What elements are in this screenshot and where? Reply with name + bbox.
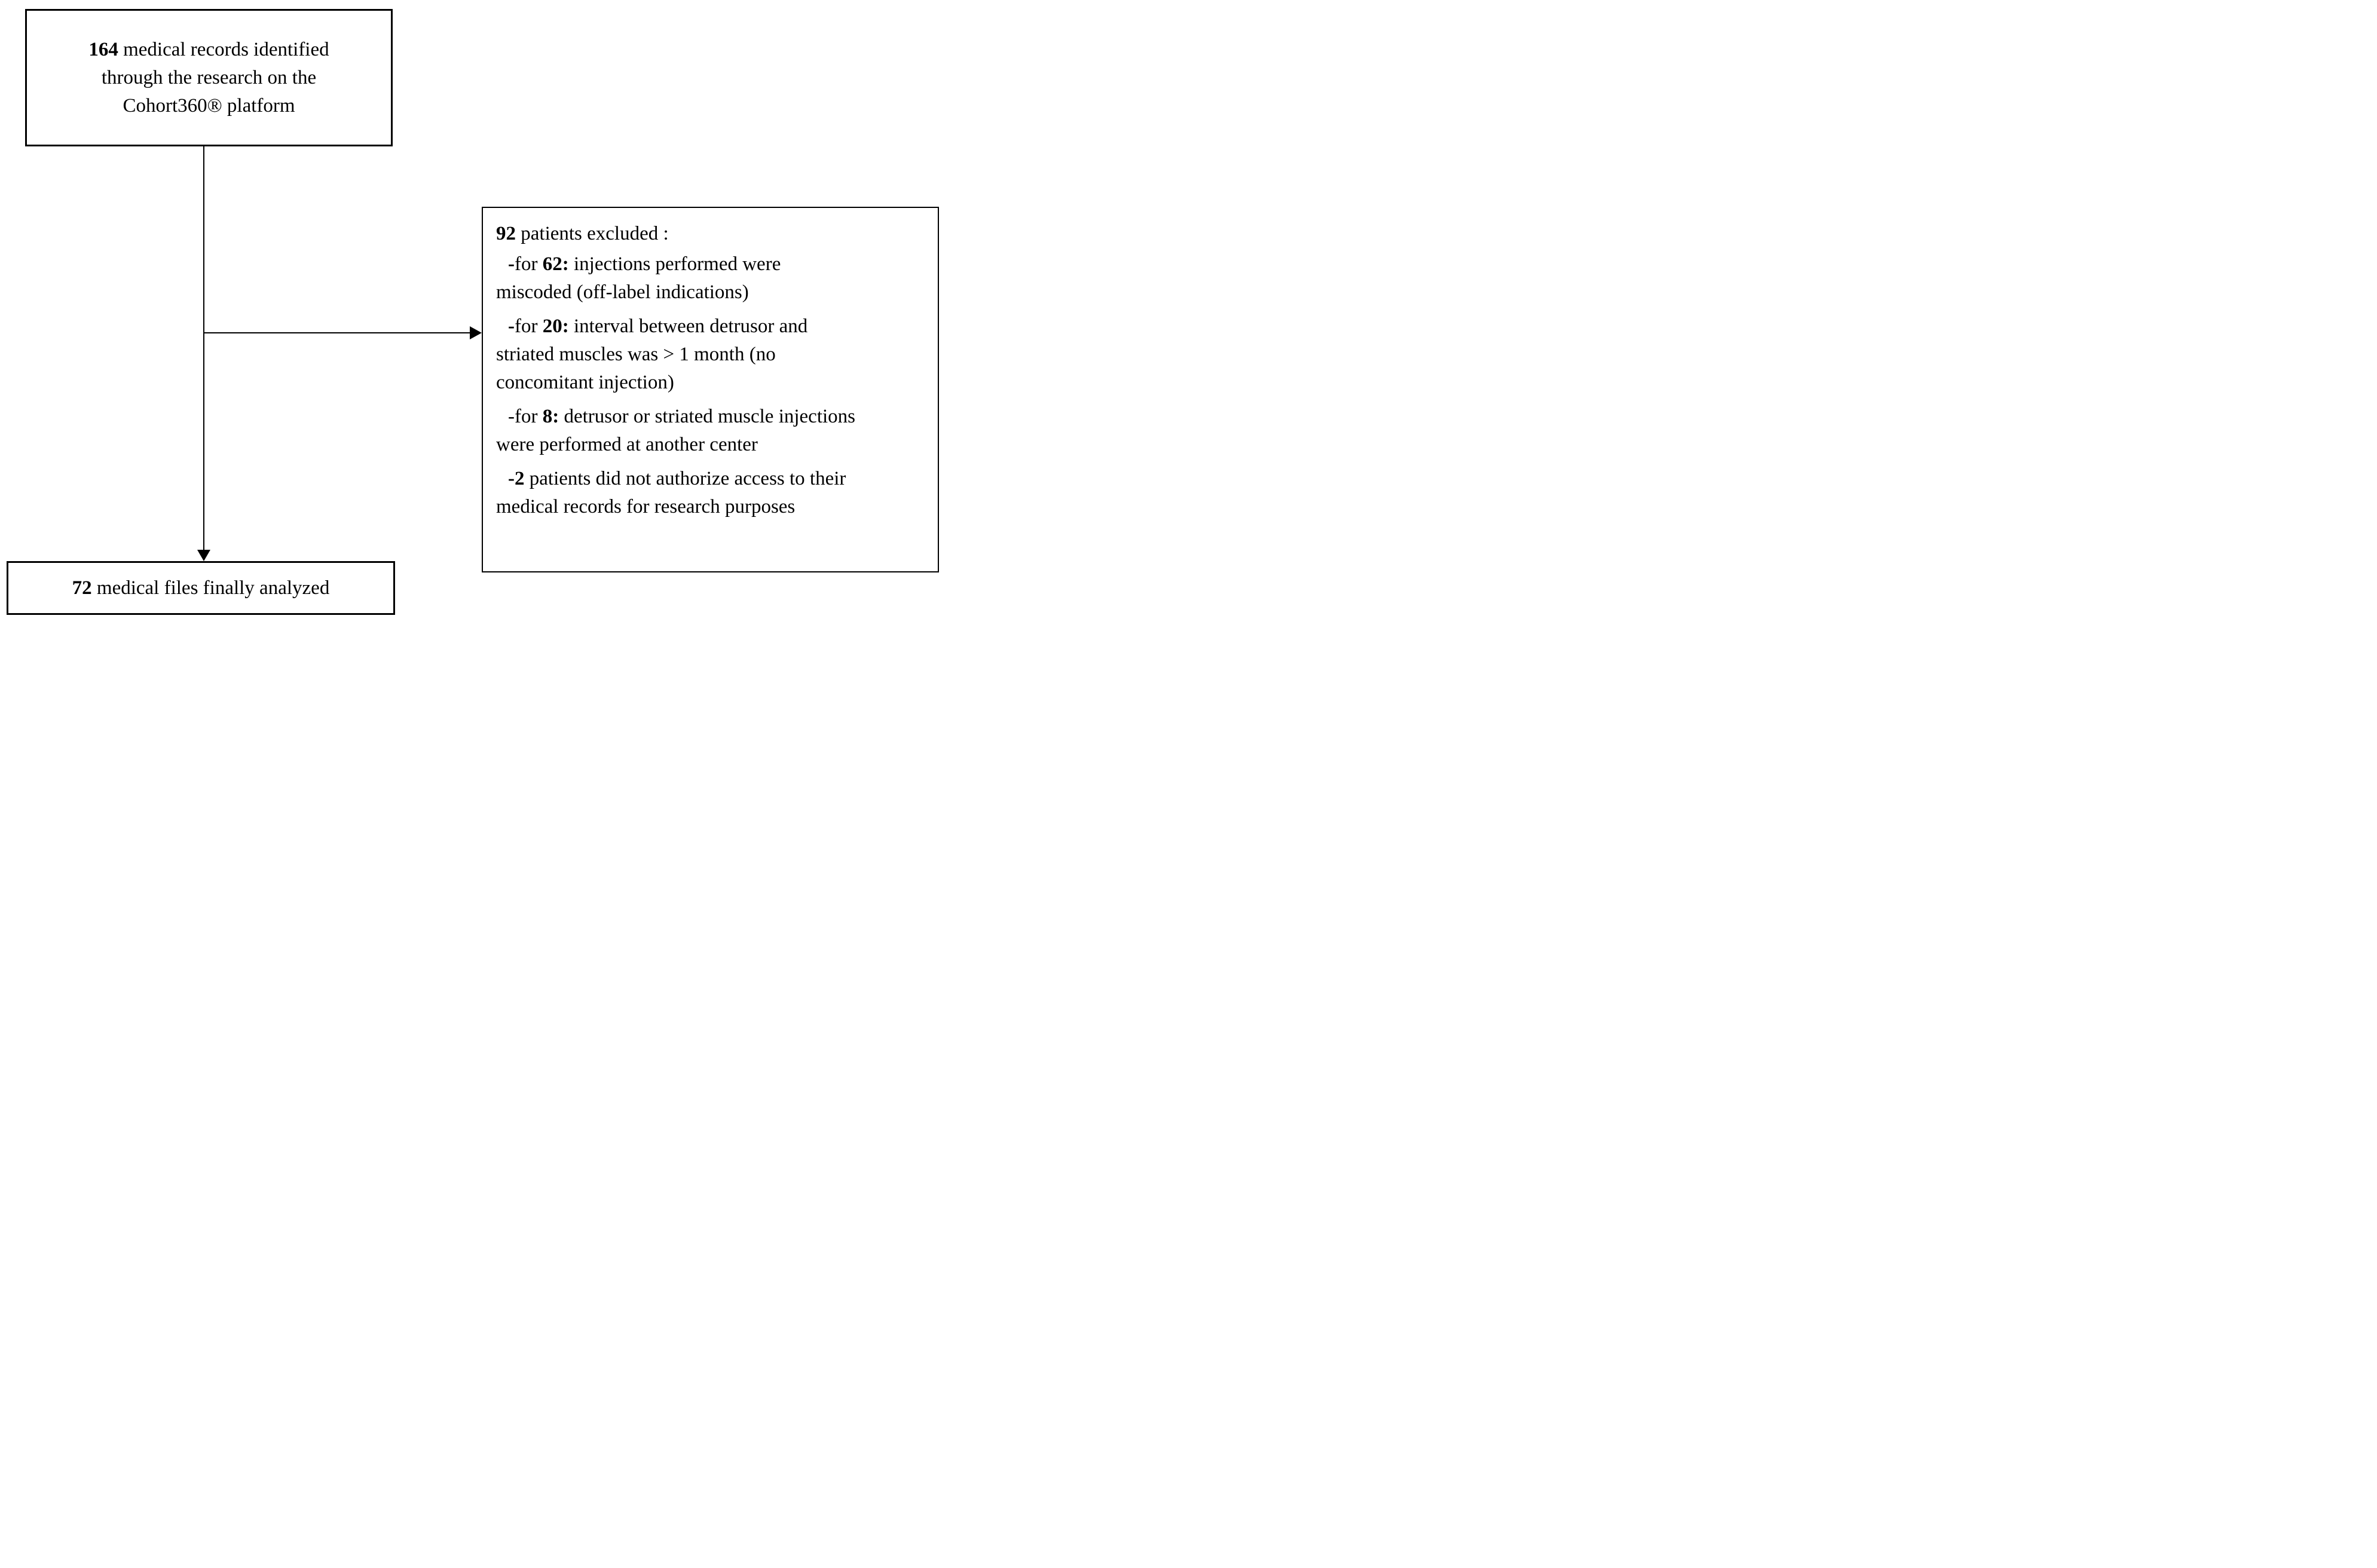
exclusion-paragraph-total: 92 patients excluded :: [496, 220, 927, 248]
exclusion-paragraph-interval: -for 20: interval between detrusor and s…: [496, 313, 927, 397]
exclusion-paragraph-miscoded: -for 62: injections performed were misco…: [496, 250, 927, 307]
exclusion-line: were performed at another center: [496, 434, 758, 455]
exclusion-paragraph-other-center: -for 8: detrusor or striated muscle inje…: [496, 403, 927, 459]
final-analysis-line: 72 medical files finally analyzed: [72, 577, 330, 599]
excluded-patients-box: 92 patients excluded : -for 62: injectio…: [482, 207, 939, 572]
final-analysis-box: 72 medical files finally analyzed: [7, 561, 395, 615]
exclusion-paragraph-no-authorization: -2 patients did not authorize access to …: [496, 465, 927, 521]
exclusion-line: concomitant injection): [496, 372, 674, 393]
exclusion-line: striated muscles was > 1 month (no: [496, 344, 776, 365]
vertical-connector-line: [203, 146, 204, 550]
exclusion-line: -for 8: detrusor or striated muscle inje…: [508, 406, 856, 427]
exclusion-line: miscoded (off-label indications): [496, 281, 749, 303]
identified-records-line: 164 medical records identified: [88, 38, 329, 60]
exclusion-line: -for 62: injections performed were: [508, 253, 781, 275]
identified-records-box: 164 medical records identified through t…: [25, 9, 393, 146]
identified-records-line: through the research on the: [101, 66, 317, 88]
down-arrowhead-icon: [197, 550, 210, 561]
exclusion-line: medical records for research purposes: [496, 496, 796, 517]
exclusion-line: -2 patients did not authorize access to …: [508, 468, 846, 489]
exclusion-line: -for 20: interval between detrusor and: [508, 316, 808, 337]
right-arrowhead-icon: [470, 326, 482, 339]
horizontal-connector-line: [204, 332, 470, 333]
identified-records-line: Cohort360® platform: [123, 94, 295, 117]
exclusion-line: 92 patients excluded :: [496, 223, 669, 244]
